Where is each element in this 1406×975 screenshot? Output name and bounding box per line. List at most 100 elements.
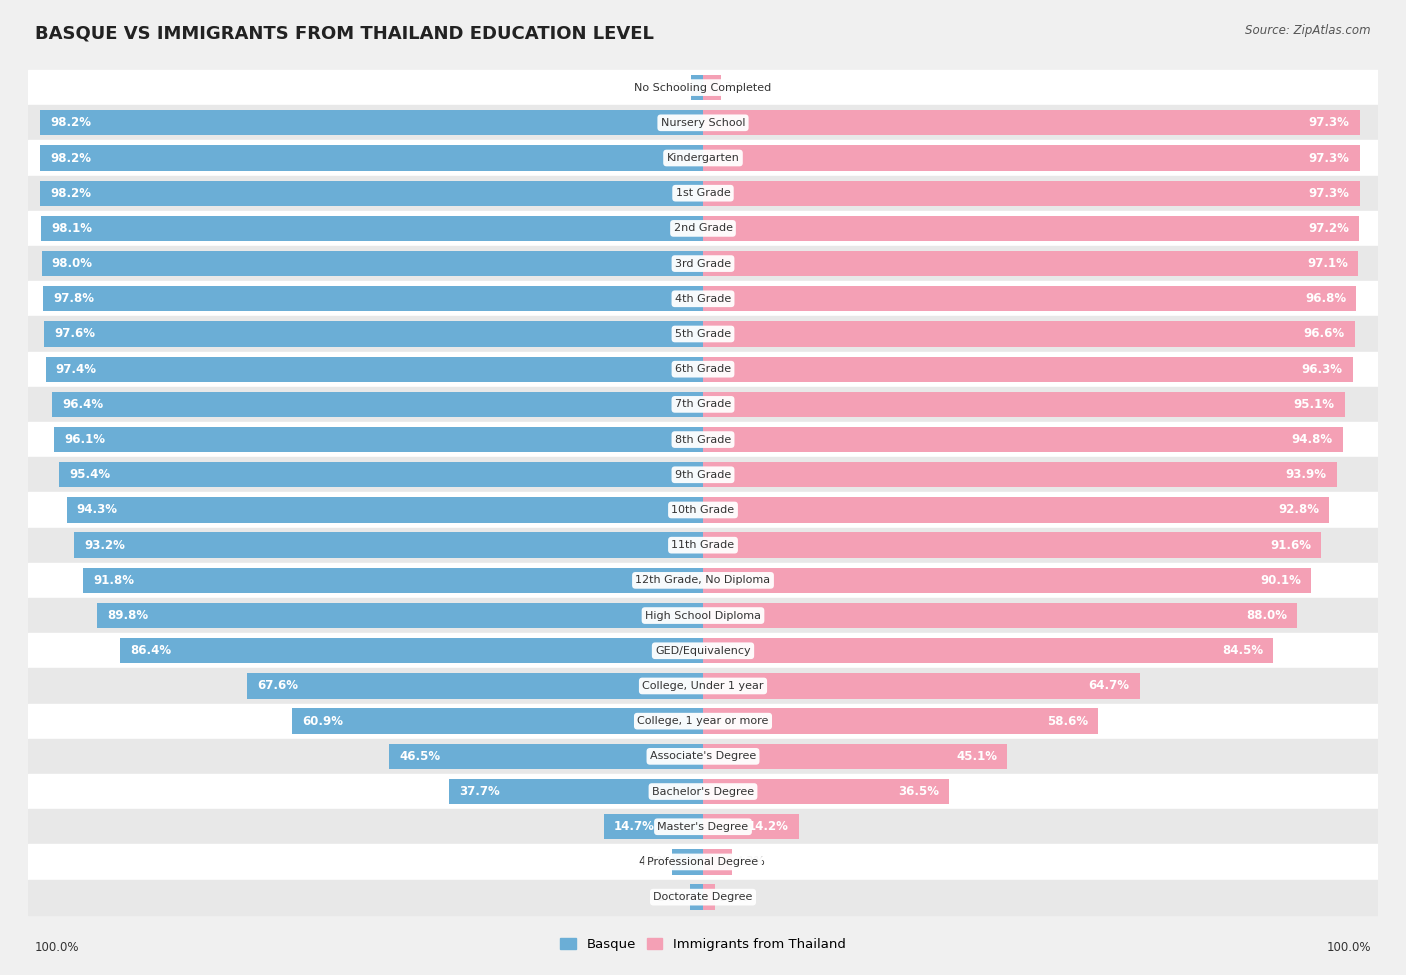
Text: 92.8%: 92.8% — [1278, 503, 1319, 517]
Text: 7th Grade: 7th Grade — [675, 400, 731, 410]
Text: 5th Grade: 5th Grade — [675, 329, 731, 339]
Text: 1.8%: 1.8% — [718, 890, 748, 904]
Text: 98.2%: 98.2% — [51, 116, 91, 130]
Text: 6th Grade: 6th Grade — [675, 365, 731, 374]
Text: Kindergarten: Kindergarten — [666, 153, 740, 163]
Text: 37.7%: 37.7% — [458, 785, 499, 799]
Legend: Basque, Immigrants from Thailand: Basque, Immigrants from Thailand — [555, 933, 851, 956]
Text: 2.7%: 2.7% — [724, 81, 755, 95]
Bar — [41, 110, 703, 136]
Bar — [28, 281, 1378, 317]
Bar — [83, 567, 703, 593]
Text: 91.8%: 91.8% — [94, 574, 135, 587]
Bar — [44, 286, 703, 311]
Text: 97.8%: 97.8% — [53, 292, 94, 305]
Text: 100.0%: 100.0% — [35, 941, 80, 954]
Text: 11th Grade: 11th Grade — [672, 540, 734, 550]
Text: No Schooling Completed: No Schooling Completed — [634, 83, 772, 93]
Bar — [28, 774, 1378, 809]
Bar — [55, 427, 703, 452]
Text: 96.1%: 96.1% — [65, 433, 105, 447]
Bar — [690, 75, 703, 100]
Bar — [703, 286, 1357, 311]
Text: 95.4%: 95.4% — [69, 468, 111, 482]
Text: 96.3%: 96.3% — [1302, 363, 1343, 375]
Text: 14.7%: 14.7% — [614, 820, 655, 834]
Text: 97.6%: 97.6% — [55, 328, 96, 340]
Bar — [75, 532, 703, 558]
Text: 1st Grade: 1st Grade — [676, 188, 730, 198]
Bar — [41, 215, 703, 241]
Bar — [690, 884, 703, 910]
Bar — [28, 317, 1378, 352]
Bar — [42, 251, 703, 276]
Bar — [28, 704, 1378, 739]
Text: 93.2%: 93.2% — [84, 538, 125, 552]
Text: 14.2%: 14.2% — [748, 820, 789, 834]
Bar — [703, 392, 1344, 417]
Bar — [45, 357, 703, 382]
Text: Professional Degree: Professional Degree — [647, 857, 759, 867]
Bar — [389, 744, 703, 769]
Text: 94.8%: 94.8% — [1292, 433, 1333, 447]
Bar — [703, 603, 1296, 628]
Bar — [28, 739, 1378, 774]
Text: 67.6%: 67.6% — [257, 680, 298, 692]
Text: 89.8%: 89.8% — [107, 609, 148, 622]
Bar — [120, 638, 703, 663]
Text: Master's Degree: Master's Degree — [658, 822, 748, 832]
Text: 3rd Grade: 3rd Grade — [675, 258, 731, 268]
Text: 46.5%: 46.5% — [399, 750, 440, 762]
Text: 97.3%: 97.3% — [1309, 116, 1350, 130]
Bar — [703, 814, 799, 839]
Bar — [41, 180, 703, 206]
Text: 98.2%: 98.2% — [51, 151, 91, 165]
Bar — [28, 140, 1378, 175]
Bar — [703, 709, 1098, 734]
Text: 97.3%: 97.3% — [1309, 151, 1350, 165]
Bar — [28, 633, 1378, 668]
Bar — [703, 110, 1360, 136]
Text: 91.6%: 91.6% — [1270, 538, 1310, 552]
Text: 88.0%: 88.0% — [1246, 609, 1286, 622]
Bar — [52, 392, 703, 417]
Bar — [703, 884, 716, 910]
Bar — [703, 497, 1329, 523]
Text: 2nd Grade: 2nd Grade — [673, 223, 733, 233]
Bar — [703, 779, 949, 804]
Bar — [449, 779, 703, 804]
Text: Doctorate Degree: Doctorate Degree — [654, 892, 752, 902]
Bar — [703, 849, 733, 875]
Bar — [41, 145, 703, 171]
Bar — [28, 668, 1378, 704]
Bar — [28, 422, 1378, 457]
Text: 36.5%: 36.5% — [898, 785, 939, 799]
Bar — [28, 563, 1378, 598]
Text: Source: ZipAtlas.com: Source: ZipAtlas.com — [1246, 24, 1371, 37]
Bar — [45, 322, 703, 347]
Text: 10th Grade: 10th Grade — [672, 505, 734, 515]
Text: 4th Grade: 4th Grade — [675, 293, 731, 304]
Text: 98.2%: 98.2% — [51, 186, 91, 200]
Text: 58.6%: 58.6% — [1047, 715, 1088, 727]
Text: 4.3%: 4.3% — [735, 855, 765, 869]
Text: Bachelor's Degree: Bachelor's Degree — [652, 787, 754, 797]
Text: 95.1%: 95.1% — [1294, 398, 1334, 410]
Bar — [703, 357, 1353, 382]
Text: Nursery School: Nursery School — [661, 118, 745, 128]
Bar — [672, 849, 703, 875]
Text: Associate's Degree: Associate's Degree — [650, 752, 756, 761]
Bar — [28, 387, 1378, 422]
Text: 1.8%: 1.8% — [658, 81, 688, 95]
Bar — [292, 709, 703, 734]
Bar — [28, 492, 1378, 527]
Bar — [28, 211, 1378, 246]
Bar — [28, 352, 1378, 387]
Text: 45.1%: 45.1% — [956, 750, 997, 762]
Text: 86.4%: 86.4% — [129, 644, 172, 657]
Text: College, Under 1 year: College, Under 1 year — [643, 681, 763, 691]
Bar — [28, 105, 1378, 140]
Text: 64.7%: 64.7% — [1088, 680, 1129, 692]
Text: 8th Grade: 8th Grade — [675, 435, 731, 445]
Text: 97.3%: 97.3% — [1309, 186, 1350, 200]
